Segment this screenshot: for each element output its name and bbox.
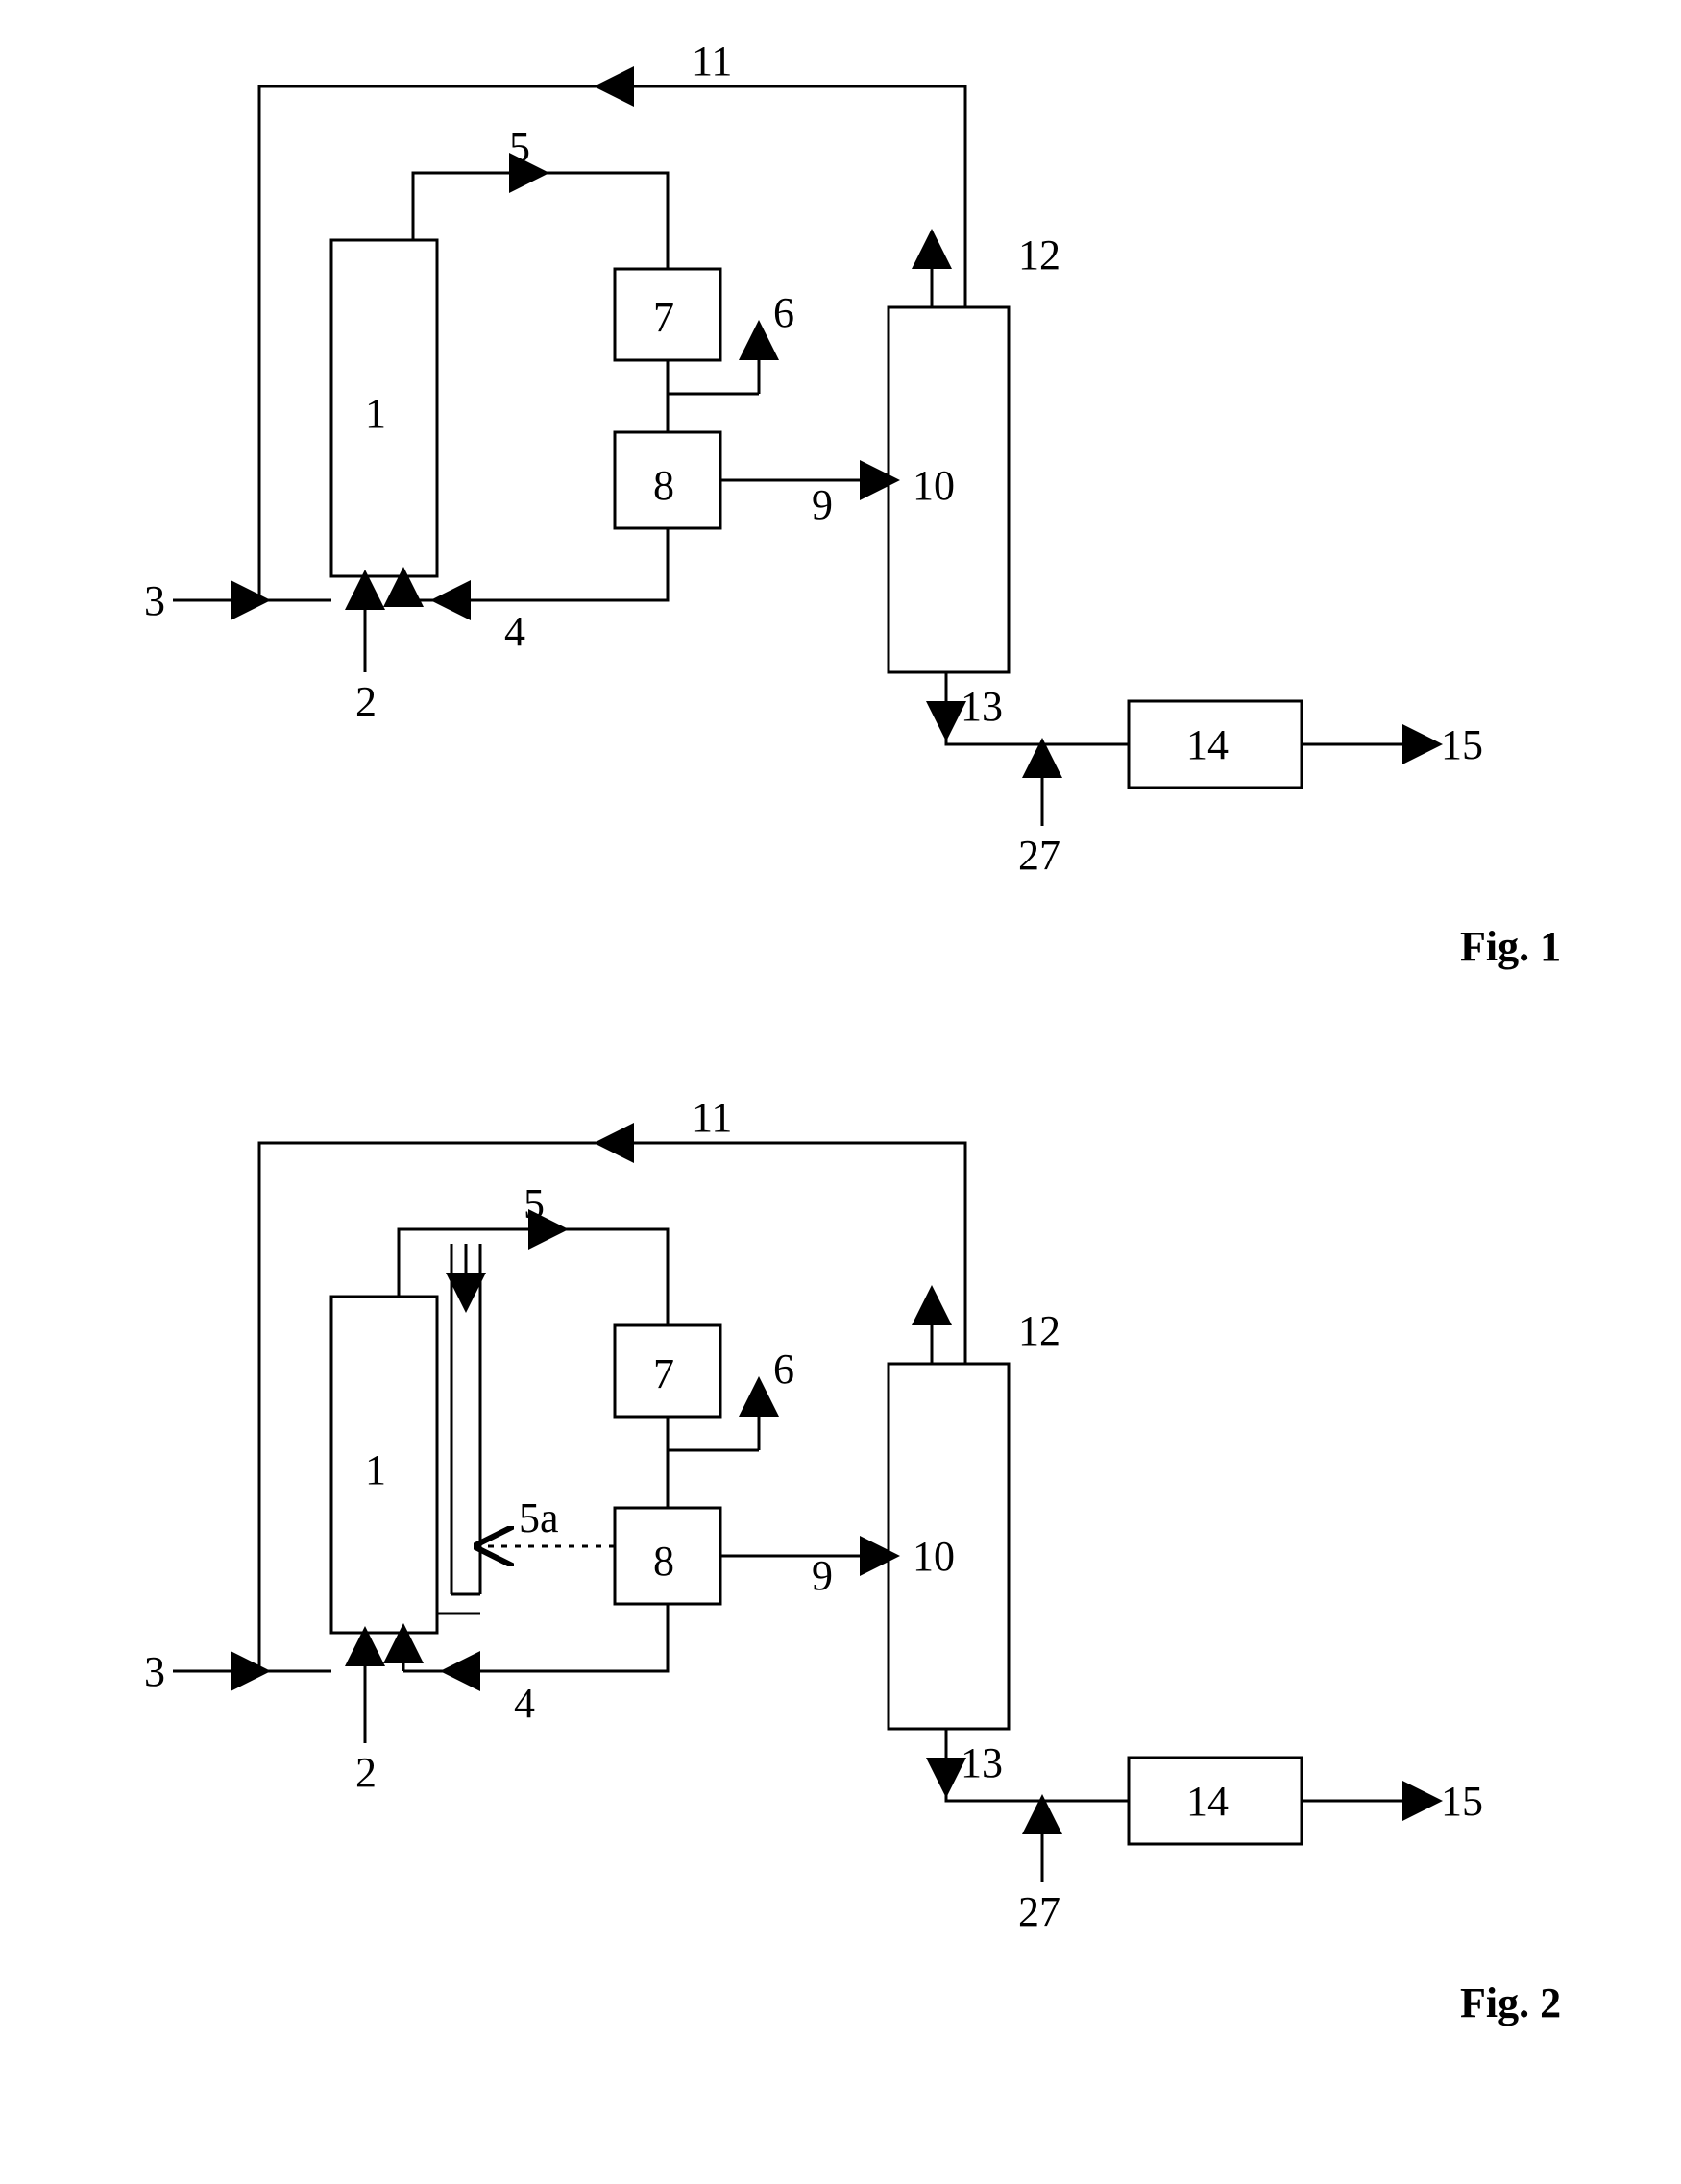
label-7: 7 <box>653 1350 674 1397</box>
label-1: 1 <box>365 1446 386 1493</box>
label-4: 4 <box>514 1680 535 1727</box>
label-2: 2 <box>355 1749 377 1796</box>
label-1: 1 <box>365 390 386 437</box>
label-27: 27 <box>1018 832 1060 879</box>
line-11 <box>259 1143 965 1671</box>
figure-1-caption: Fig. 1 <box>1460 922 1561 971</box>
label-12: 12 <box>1018 1307 1060 1354</box>
label-9: 9 <box>812 1552 833 1599</box>
label-9: 9 <box>812 481 833 528</box>
label-13: 13 <box>961 1739 1003 1786</box>
fig1-diagram: 1 7 8 10 14 11 5 6 4 <box>144 37 1483 879</box>
label-5: 5 <box>509 124 530 171</box>
line-5 <box>413 173 668 269</box>
label-3: 3 <box>144 577 165 624</box>
label-11: 11 <box>692 1094 732 1141</box>
label-2: 2 <box>355 678 377 725</box>
label-5a: 5a <box>519 1494 559 1541</box>
label-6: 6 <box>773 289 794 336</box>
figure-2-caption: Fig. 2 <box>1460 1978 1561 2027</box>
figure-2: 1 7 8 10 14 11 5 6 5a <box>0 1056 1681 2017</box>
label-13: 13 <box>961 683 1003 730</box>
label-11: 11 <box>692 37 732 85</box>
line-11 <box>259 86 965 600</box>
label-8: 8 <box>653 1538 674 1585</box>
label-15: 15 <box>1441 1778 1483 1825</box>
label-7: 7 <box>653 294 674 341</box>
label-10: 10 <box>913 1533 955 1580</box>
label-5: 5 <box>524 1180 545 1227</box>
label-8: 8 <box>653 462 674 509</box>
line-4 <box>403 528 668 600</box>
label-14: 14 <box>1186 1778 1229 1825</box>
label-14: 14 <box>1186 721 1229 768</box>
label-27: 27 <box>1018 1888 1060 1935</box>
label-15: 15 <box>1441 721 1483 768</box>
label-10: 10 <box>913 462 955 509</box>
label-3: 3 <box>144 1648 165 1695</box>
label-6: 6 <box>773 1346 794 1393</box>
label-4: 4 <box>504 608 525 655</box>
label-12: 12 <box>1018 231 1060 279</box>
fig2-diagram: 1 7 8 10 14 11 5 6 5a <box>144 1094 1483 1935</box>
figure-1: 1 7 8 10 14 11 5 6 4 <box>0 0 1681 960</box>
line-5 <box>399 1229 668 1325</box>
